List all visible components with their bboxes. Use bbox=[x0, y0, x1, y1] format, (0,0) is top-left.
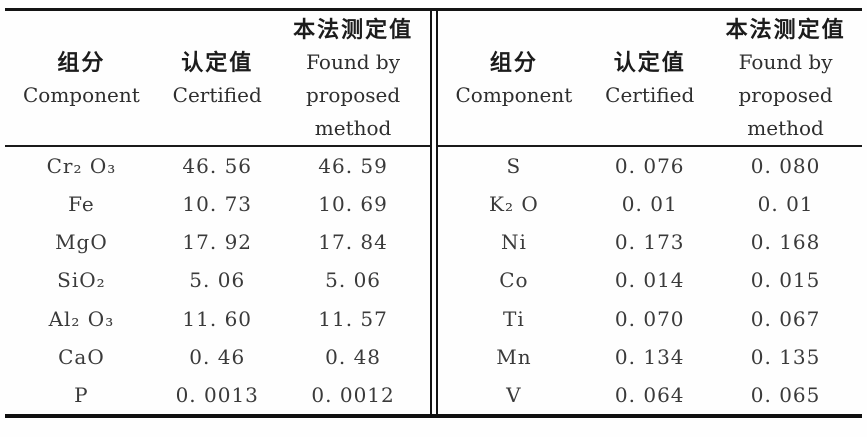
certified-value: 46. 56 bbox=[182, 154, 253, 179]
header-component-en: Component bbox=[23, 83, 140, 107]
header-found-en-line3: method bbox=[747, 116, 824, 140]
header-found-en-line1: Found by bbox=[738, 50, 833, 74]
component-cell: V bbox=[506, 382, 522, 407]
certified-value: 0. 014 bbox=[614, 268, 685, 293]
certified-value: 10. 73 bbox=[182, 192, 253, 217]
certified-value: 0. 064 bbox=[614, 382, 685, 407]
header-component-zh: 组分 bbox=[489, 50, 538, 75]
component-cell: Co bbox=[499, 268, 529, 293]
header-spacer bbox=[590, 13, 709, 46]
table-row: Mn 0. 134 0. 135 bbox=[438, 338, 863, 376]
header-certified-zh: 认定值 bbox=[181, 50, 254, 75]
header-found-en-line2: proposed bbox=[306, 83, 401, 107]
header-spacer bbox=[158, 13, 277, 46]
header-found-column: 本法测定值 Found by proposed method bbox=[709, 13, 862, 145]
found-value: 0. 135 bbox=[750, 344, 821, 369]
certified-vs-found-table: 组分 Component 认定值 Certified 本法测定值 Found b… bbox=[5, 8, 862, 418]
found-value: 0. 065 bbox=[750, 382, 821, 407]
double-rule-divider bbox=[429, 11, 438, 414]
certified-value: 17. 92 bbox=[182, 230, 253, 255]
table-row: Ti 0. 070 0. 067 bbox=[438, 300, 863, 338]
table-row: P 0. 0013 0. 0012 bbox=[5, 376, 430, 414]
component-cell: Ni bbox=[500, 230, 527, 255]
header-certified-en: Certified bbox=[172, 83, 262, 107]
component-cell: Mn bbox=[496, 344, 532, 369]
table-row: SiO₂ 5. 06 5. 06 bbox=[5, 261, 430, 299]
found-value: 0. 015 bbox=[750, 268, 821, 293]
header-spacer bbox=[5, 112, 158, 145]
header-found-zh: 本法测定值 bbox=[293, 17, 414, 42]
found-value: 10. 69 bbox=[318, 192, 388, 217]
header-component-en: Component bbox=[455, 83, 573, 107]
table-row: S 0. 076 0. 080 bbox=[438, 147, 863, 185]
table-left-half: 组分 Component 认定值 Certified 本法测定值 Found b… bbox=[5, 11, 430, 414]
certified-value: 0. 076 bbox=[614, 154, 685, 179]
header-spacer bbox=[5, 13, 158, 46]
header-spacer bbox=[158, 112, 277, 145]
table-row: Ni 0. 173 0. 168 bbox=[438, 223, 863, 261]
component-cell: CaO bbox=[58, 344, 105, 369]
table-row: K₂ O 0. 01 0. 01 bbox=[438, 185, 863, 223]
table-row: Co 0. 014 0. 015 bbox=[438, 261, 863, 299]
table-right-body: S 0. 076 0. 080 K₂ O 0. 01 0. 01 Ni 0. 1… bbox=[438, 147, 863, 414]
component-cell: MgO bbox=[55, 230, 108, 255]
certified-value: 0. 070 bbox=[614, 306, 685, 331]
found-value: 46. 59 bbox=[318, 154, 388, 179]
component-cell: Ti bbox=[503, 306, 525, 331]
found-value: 0. 01 bbox=[757, 192, 814, 217]
header-component-zh: 组分 bbox=[57, 50, 106, 75]
header-found-en-line3: method bbox=[314, 116, 392, 140]
certified-value: 0. 46 bbox=[189, 344, 246, 369]
header-certified-en: Certified bbox=[605, 83, 695, 107]
table-row: MgO 17. 92 17. 84 bbox=[5, 223, 430, 261]
header-spacer bbox=[590, 112, 709, 145]
component-cell: Al₂ O₃ bbox=[48, 306, 115, 331]
certified-value: 0. 0013 bbox=[175, 382, 259, 407]
component-cell: P bbox=[74, 382, 89, 407]
component-cell: SiO₂ bbox=[57, 268, 106, 293]
certified-value: 0. 134 bbox=[614, 344, 685, 369]
found-value: 0. 168 bbox=[750, 230, 821, 255]
table-right-half: 组分 Component 认定值 Certified 本法测定值 Found b… bbox=[437, 11, 863, 414]
found-value: 0. 067 bbox=[750, 306, 821, 331]
header-found-column: 本法测定值 Found by proposed method bbox=[277, 13, 430, 145]
table-row: V 0. 064 0. 065 bbox=[438, 376, 863, 414]
found-value: 0. 0012 bbox=[311, 382, 395, 407]
header-found-en-line2: proposed bbox=[738, 83, 833, 107]
table-row: CaO 0. 46 0. 48 bbox=[5, 338, 430, 376]
component-cell: S bbox=[506, 154, 522, 179]
table-row: Al₂ O₃ 11. 60 11. 57 bbox=[5, 300, 430, 338]
header-found-zh: 本法测定值 bbox=[725, 17, 846, 42]
component-cell: K₂ O bbox=[489, 192, 539, 217]
found-value: 17. 84 bbox=[318, 230, 388, 255]
found-value: 11. 57 bbox=[318, 306, 388, 331]
table-left-body: Cr₂ O₃ 46. 56 46. 59 Fe 10. 73 10. 69 Mg… bbox=[5, 147, 430, 414]
found-value: 0. 080 bbox=[750, 154, 821, 179]
header-component-column: 组分 Component bbox=[438, 13, 591, 145]
header-spacer bbox=[438, 112, 591, 145]
header-component-column: 组分 Component bbox=[5, 13, 158, 145]
header-certified-column: 认定值 Certified bbox=[590, 13, 709, 145]
header-certified-zh: 认定值 bbox=[613, 50, 686, 75]
found-value: 5. 06 bbox=[325, 268, 382, 293]
header-certified-column: 认定值 Certified bbox=[158, 13, 277, 145]
table-left-header: 组分 Component 认定值 Certified 本法测定值 Found b… bbox=[5, 11, 430, 147]
component-cell: Cr₂ O₃ bbox=[46, 154, 117, 179]
found-value: 0. 48 bbox=[325, 344, 382, 369]
header-spacer bbox=[438, 13, 591, 46]
certified-value: 0. 01 bbox=[621, 192, 678, 217]
certified-value: 11. 60 bbox=[182, 306, 253, 331]
table-row: Fe 10. 73 10. 69 bbox=[5, 185, 430, 223]
certified-value: 5. 06 bbox=[189, 268, 246, 293]
component-cell: Fe bbox=[68, 192, 95, 217]
header-found-en-line1: Found by bbox=[306, 50, 400, 74]
certified-value: 0. 173 bbox=[614, 230, 685, 255]
table-row: Cr₂ O₃ 46. 56 46. 59 bbox=[5, 147, 430, 185]
table-right-header: 组分 Component 认定值 Certified 本法测定值 Found b… bbox=[437, 11, 862, 147]
